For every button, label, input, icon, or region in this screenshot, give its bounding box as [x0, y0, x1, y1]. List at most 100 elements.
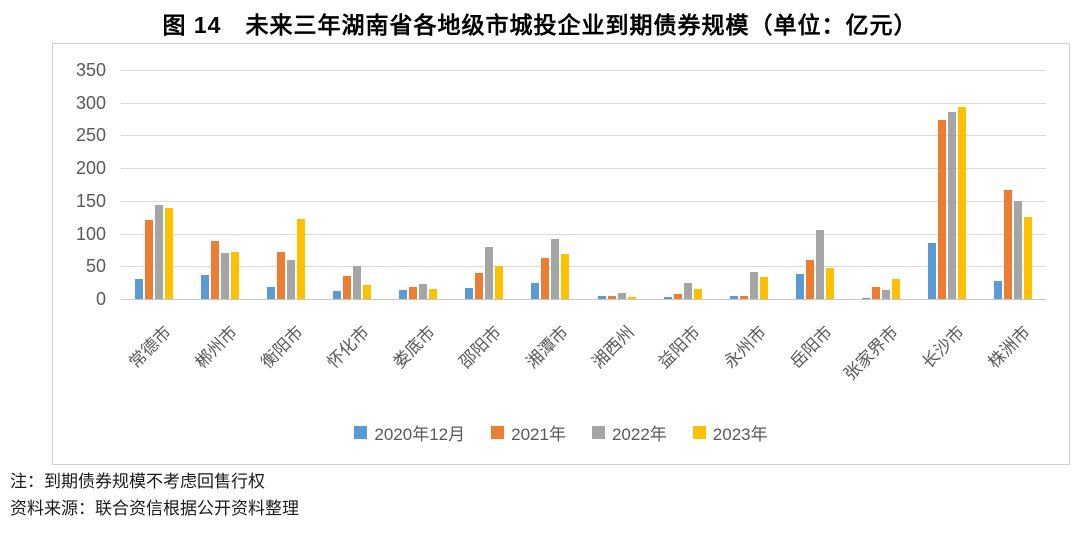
- legend-label: 2021年: [511, 425, 566, 444]
- legend-swatch-icon: [591, 426, 605, 439]
- bar: [673, 294, 682, 299]
- bar: [947, 111, 956, 299]
- source-notes: 注：到期债券规模不考虑回售行权 资料来源：联合资信根据公开资料整理: [10, 468, 299, 522]
- gridline: [121, 233, 1046, 235]
- bar: [957, 106, 966, 299]
- bar: [663, 297, 672, 299]
- bar: [343, 276, 352, 299]
- bar: [739, 296, 748, 299]
- bar: [221, 252, 230, 299]
- bar: [881, 289, 890, 299]
- bar: [1013, 200, 1022, 299]
- bar-group: [980, 70, 1046, 299]
- x-axis-category-label: 湘潭市: [521, 322, 572, 373]
- bar-group: [716, 70, 782, 299]
- note-line: 注：到期债券规模不考虑回售行权: [10, 472, 265, 491]
- bar: [795, 274, 804, 299]
- legend-swatch-icon: [491, 426, 505, 439]
- y-axis-tick-label: 50: [85, 256, 106, 277]
- bar: [693, 289, 702, 299]
- gridline: [121, 70, 1046, 71]
- x-axis-category-label: 益阳市: [654, 322, 704, 373]
- bar: [729, 295, 738, 299]
- x-axis-category-label: 郴州市: [191, 322, 242, 373]
- bar: [353, 266, 362, 299]
- bar: [627, 297, 636, 299]
- x-axis-category-label: 湘西州: [587, 322, 638, 373]
- bar-group: [253, 70, 319, 299]
- bar-group: [650, 70, 716, 299]
- bar: [861, 297, 870, 299]
- bar: [495, 265, 504, 299]
- legend: 2020年12月 2021年 2022年 2023年: [53, 420, 1069, 445]
- bar: [759, 276, 768, 299]
- legend-item: 2020年12月: [354, 420, 465, 445]
- bar: [267, 287, 276, 299]
- x-axis-category-label: 常德市: [125, 322, 175, 373]
- bar-group: [319, 70, 385, 299]
- bar: [231, 251, 240, 299]
- x-axis-category-label: 邵阳市: [455, 322, 506, 373]
- bar-group: [451, 70, 517, 299]
- legend-item: 2022年: [591, 420, 667, 445]
- gridline: [121, 168, 1046, 170]
- bar: [287, 260, 296, 299]
- gridline: [121, 299, 1046, 300]
- bar-group: [848, 70, 914, 299]
- x-axis-category-label: 衡阳市: [257, 322, 308, 373]
- bar: [993, 281, 1002, 299]
- bar: [805, 259, 814, 299]
- chart-frame: 0 50 100 150 200 250 300 350 常德市 郴州市 衡阳市 怀化市 娄底市 邵阳市湘…: [52, 43, 1070, 465]
- bar-group: [187, 70, 253, 299]
- x-axis-category-label: 长沙市: [918, 322, 968, 373]
- x-axis-category-label: 娄底市: [389, 322, 440, 373]
- y-axis-tick-label: 300: [75, 92, 106, 113]
- bar: [135, 279, 144, 299]
- gridline: [121, 102, 1046, 104]
- x-axis-category-label: 岳阳市: [786, 322, 836, 373]
- bar: [399, 289, 408, 299]
- bar: [429, 289, 438, 299]
- bar-group: [584, 70, 650, 299]
- bar: [683, 282, 692, 299]
- bar-group: [914, 70, 980, 299]
- bar: [165, 208, 174, 299]
- bar: [475, 272, 484, 299]
- bar: [1003, 190, 1012, 299]
- bar: [815, 229, 824, 299]
- bar: [211, 240, 220, 299]
- bar: [561, 253, 570, 299]
- bar: [937, 119, 946, 299]
- bar: [597, 295, 606, 299]
- gridline: [121, 200, 1046, 202]
- bar: [155, 204, 164, 299]
- y-axis-tick-label: 350: [75, 60, 106, 80]
- bar: [465, 287, 474, 299]
- y-axis-tick-label: 200: [75, 158, 106, 179]
- bar: [419, 284, 428, 299]
- legend-label: 2023年: [712, 425, 768, 444]
- bar: [201, 274, 210, 299]
- legend-item: 2023年: [692, 420, 768, 445]
- bar: [607, 295, 616, 299]
- gridline: [121, 266, 1046, 268]
- bar-group: [782, 70, 848, 299]
- y-axis-tick-label: 150: [75, 190, 106, 211]
- y-axis-tick-label: 100: [75, 223, 106, 244]
- gridline: [121, 135, 1046, 137]
- bar: [531, 283, 540, 299]
- bar: [485, 246, 494, 299]
- figure-title: 图 14 未来三年湖南省各地级市城投企业到期债券规模（单位：亿元）: [162, 12, 918, 38]
- legend-swatch-icon: [354, 426, 368, 439]
- legend-item: 2021年: [491, 420, 566, 445]
- legend-label: 2020年12月: [374, 425, 466, 444]
- bar-group: [121, 70, 187, 299]
- bar: [277, 251, 286, 299]
- bar-group: [517, 70, 583, 299]
- bar-group: [385, 70, 451, 299]
- bar: [891, 278, 900, 299]
- x-axis-category-label: 怀化市: [323, 322, 374, 373]
- bar: [551, 238, 560, 299]
- bar: [409, 286, 418, 299]
- note-line: 资料来源：联合资信根据公开资料整理: [10, 499, 299, 518]
